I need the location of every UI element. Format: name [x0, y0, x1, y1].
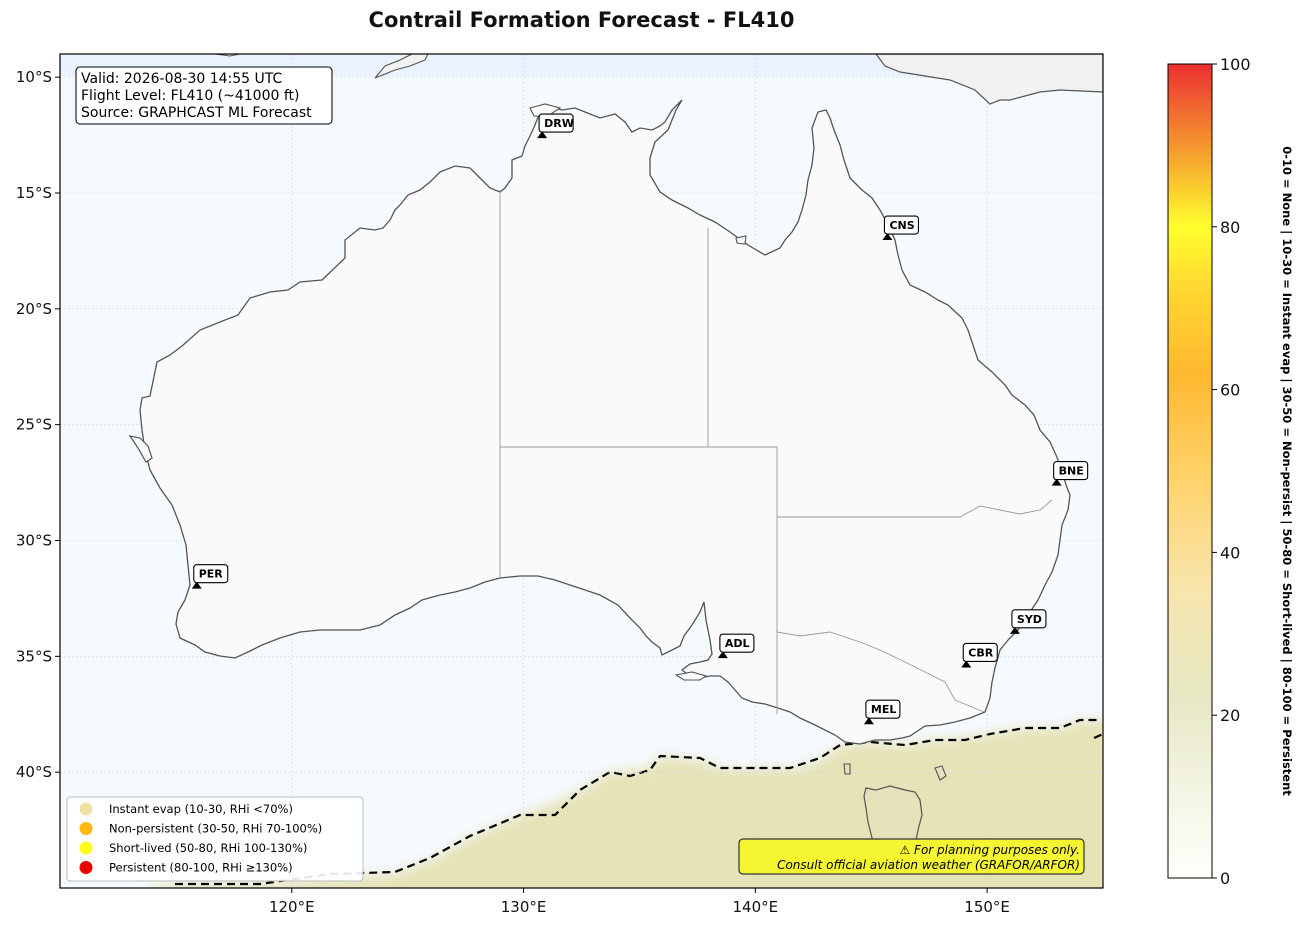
legend-swatch — [79, 841, 93, 855]
legend-swatch — [79, 861, 93, 874]
airport-triangle-icon — [1051, 478, 1062, 486]
city-label-box — [1011, 609, 1047, 629]
airport-triangle-icon — [1009, 626, 1020, 634]
airport-triangle-icon — [717, 651, 728, 659]
legend-label: Short-lived (50-80, RHi 100-130%) — [109, 841, 307, 855]
airport-triangle-icon — [537, 131, 548, 139]
colorbar: 0 20 40 60 80 100 0-10 = None | 10-30 = Insta… — [1167, 55, 1294, 888]
map-title: Contrail Formation Forecast - FL410 — [368, 8, 795, 32]
kangaroo-island — [674, 671, 708, 681]
city-label-box — [1053, 461, 1089, 481]
map-frame — [59, 53, 1104, 889]
contrail-zone-boundary — [175, 718, 1100, 886]
legend-label: Instant evap (10-30, RHi <70%) — [109, 802, 293, 816]
city-drw[interactable]: DRW — [537, 113, 574, 139]
legend-swatch — [79, 802, 93, 816]
new-guinea-land — [875, 54, 1103, 105]
lat-tick-label: 10°S — [16, 68, 52, 86]
city-label: BNE — [1059, 465, 1084, 478]
colorbar-tick-label: 80 — [1220, 218, 1240, 237]
info-box: Valid: 2026-08-30 14:55 UTC Flight Level… — [75, 66, 333, 125]
australia-land — [139, 99, 1071, 745]
airport-triangle-icon — [191, 581, 202, 589]
lat-tick-label: 25°S — [16, 416, 52, 434]
shark-bay-peninsula — [128, 435, 153, 463]
colorbar-ticks: 0 20 40 60 80 100 — [1212, 55, 1251, 888]
legend-swatch — [79, 822, 93, 835]
city-label: MEL — [871, 703, 896, 716]
gulf-carpentaria-island — [735, 235, 747, 245]
lon-tick-label: 140°E — [733, 898, 779, 916]
lat-tick-label: 40°S — [16, 763, 52, 781]
state-borders — [499, 190, 1053, 714]
airport-triangle-icon — [961, 660, 972, 668]
city-per[interactable]: PER — [191, 564, 229, 589]
city-label: CNS — [889, 219, 914, 232]
city-label-box — [883, 215, 919, 235]
king-island — [843, 763, 851, 775]
city-adl[interactable]: ADL — [717, 633, 755, 659]
source-text: Source: GRAPHCAST ML Forecast — [81, 105, 312, 121]
legend-item: Persistent (80-100, RHi ≥130%) — [79, 861, 293, 875]
city-syd[interactable]: SYD — [1009, 609, 1047, 634]
legend-item: Non-persistent (30-50, RHi 70-100%) — [79, 822, 322, 836]
lat-tick-label: 20°S — [16, 300, 52, 318]
legend-box: Instant evap (10-30, RHi <70%) Non-persis… — [66, 796, 364, 882]
colorbar-tick-label: 40 — [1220, 543, 1240, 562]
lat-tick-label: 30°S — [16, 532, 52, 550]
lat-tick-label: 35°S — [16, 647, 52, 665]
legend-item: Instant evap (10-30, RHi <70%) — [79, 802, 293, 816]
latitude-axis: 10°S 15°S 20°S 25°S 30°S 35°S 40°S — [16, 68, 60, 781]
colorbar-category-label: 0-10 = None | 10-30 = Instant evap | 30-… — [1280, 146, 1294, 796]
city-label-box — [719, 633, 755, 653]
city-label: PER — [199, 568, 224, 581]
valid-time-text: Valid: 2026-08-30 14:55 UTC — [81, 71, 282, 87]
city-label-box — [962, 642, 998, 662]
warning-line-1: ⚠ For planning purposes only. — [900, 843, 1080, 857]
flinders-island — [934, 765, 947, 781]
map-area[interactable] — [60, 54, 1110, 900]
warning-line-2: Consult official aviation weather (GRAFO… — [777, 858, 1080, 872]
legend-label: Non-persistent (30-50, RHi 70-100%) — [109, 822, 322, 836]
city-cns[interactable]: CNS — [882, 215, 919, 241]
airport-triangle-icon — [882, 233, 893, 241]
city-label: SYD — [1017, 613, 1042, 626]
city-label: CBR — [968, 646, 993, 659]
contrail-zone-boundary-edge — [1093, 732, 1103, 740]
city-markers: DRW CNS BNE PER ADL SYD CBR MEL — [191, 113, 1089, 725]
city-label-box — [193, 564, 229, 584]
timor-island — [374, 54, 429, 79]
city-label-box — [538, 113, 574, 133]
colorbar-tick-label: 100 — [1220, 55, 1251, 74]
colorbar-tick-label: 60 — [1220, 381, 1240, 400]
legend-item: Short-lived (50-80, RHi 100-130%) — [79, 841, 307, 855]
lon-tick-label: 130°E — [501, 898, 547, 916]
airport-triangle-icon — [863, 717, 874, 725]
city-label: ADL — [725, 637, 750, 650]
city-mel[interactable]: MEL — [863, 699, 901, 725]
colorbar-tick-label: 0 — [1220, 869, 1230, 888]
melville-island — [529, 103, 562, 117]
colorbar-gradient — [1167, 63, 1213, 879]
city-cbr[interactable]: CBR — [961, 642, 998, 668]
city-label: DRW — [544, 117, 574, 130]
longitude-axis: 120°E 130°E 140°E 150°E — [269, 888, 1010, 916]
flight-level-text: Flight Level: FL410 (~41000 ft) — [81, 88, 300, 104]
lon-tick-label: 120°E — [269, 898, 315, 916]
city-label-box — [865, 699, 901, 719]
warning-box: ⚠ For planning purposes only. Consult of… — [738, 838, 1085, 875]
lon-tick-label: 150°E — [964, 898, 1010, 916]
colorbar-tick-label: 20 — [1220, 706, 1240, 725]
city-bne[interactable]: BNE — [1051, 461, 1089, 486]
legend-label: Persistent (80-100, RHi ≥130%) — [109, 861, 293, 875]
lat-tick-label: 15°S — [16, 184, 52, 202]
